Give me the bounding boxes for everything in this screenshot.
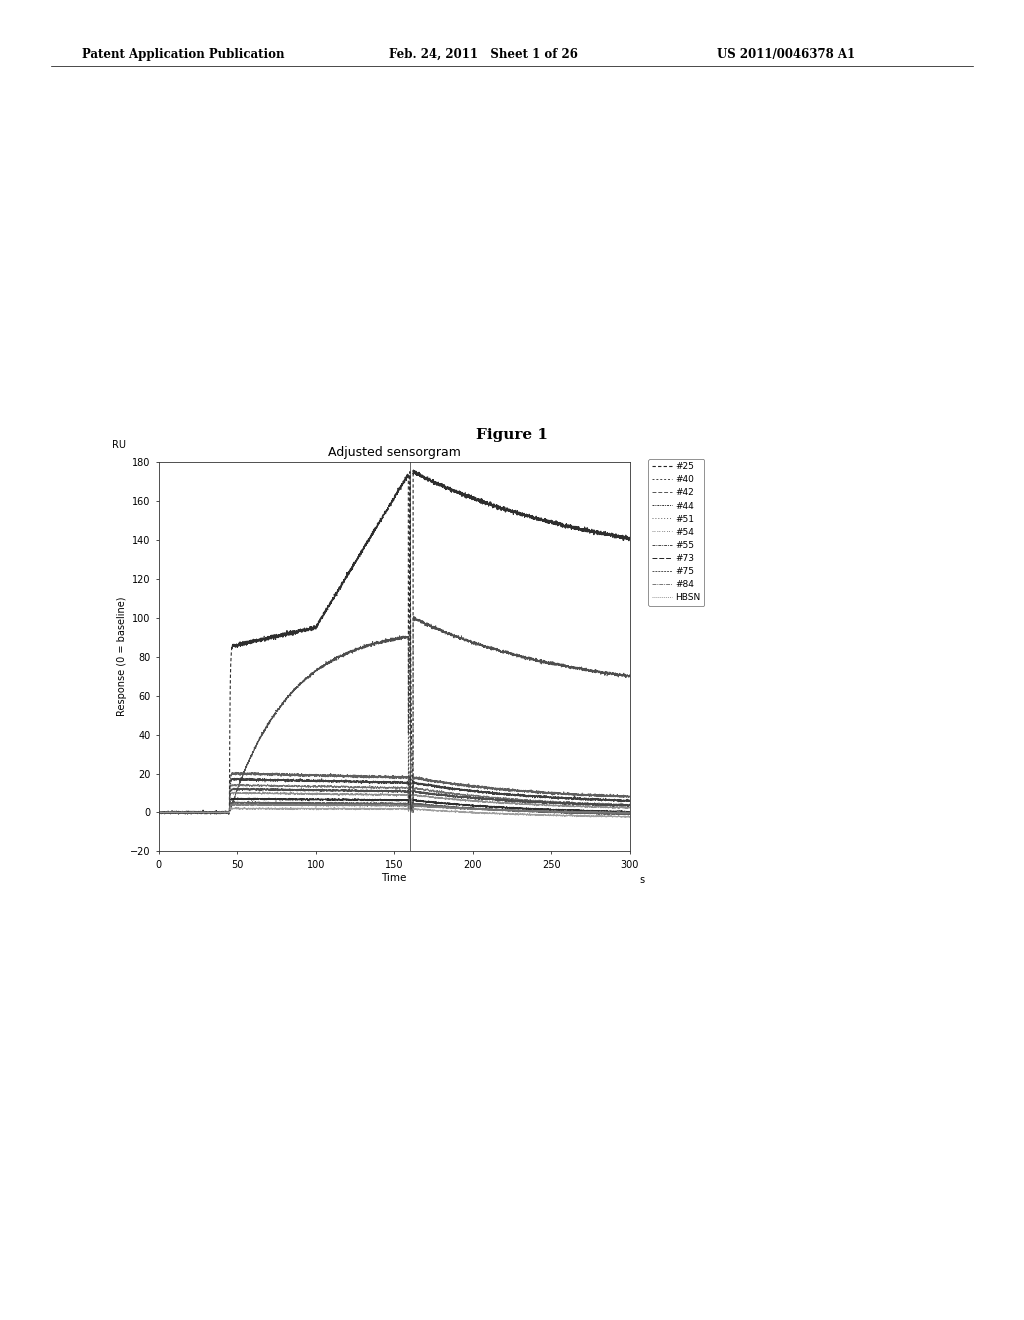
Text: s: s: [639, 875, 644, 884]
Y-axis label: Response (0 = baseline): Response (0 = baseline): [117, 597, 127, 717]
X-axis label: Time: Time: [382, 873, 407, 883]
Title: Adjusted sensorgram: Adjusted sensorgram: [328, 446, 461, 459]
Text: Feb. 24, 2011   Sheet 1 of 26: Feb. 24, 2011 Sheet 1 of 26: [389, 48, 578, 61]
Text: Figure 1: Figure 1: [476, 428, 548, 442]
Legend: #25, #40, #42, #44, #51, #54, #55, #73, #75, #84, HBSN: #25, #40, #42, #44, #51, #54, #55, #73, …: [648, 459, 705, 606]
Text: US 2011/0046378 A1: US 2011/0046378 A1: [717, 48, 855, 61]
Text: RU: RU: [112, 441, 126, 450]
Text: Patent Application Publication: Patent Application Publication: [82, 48, 285, 61]
